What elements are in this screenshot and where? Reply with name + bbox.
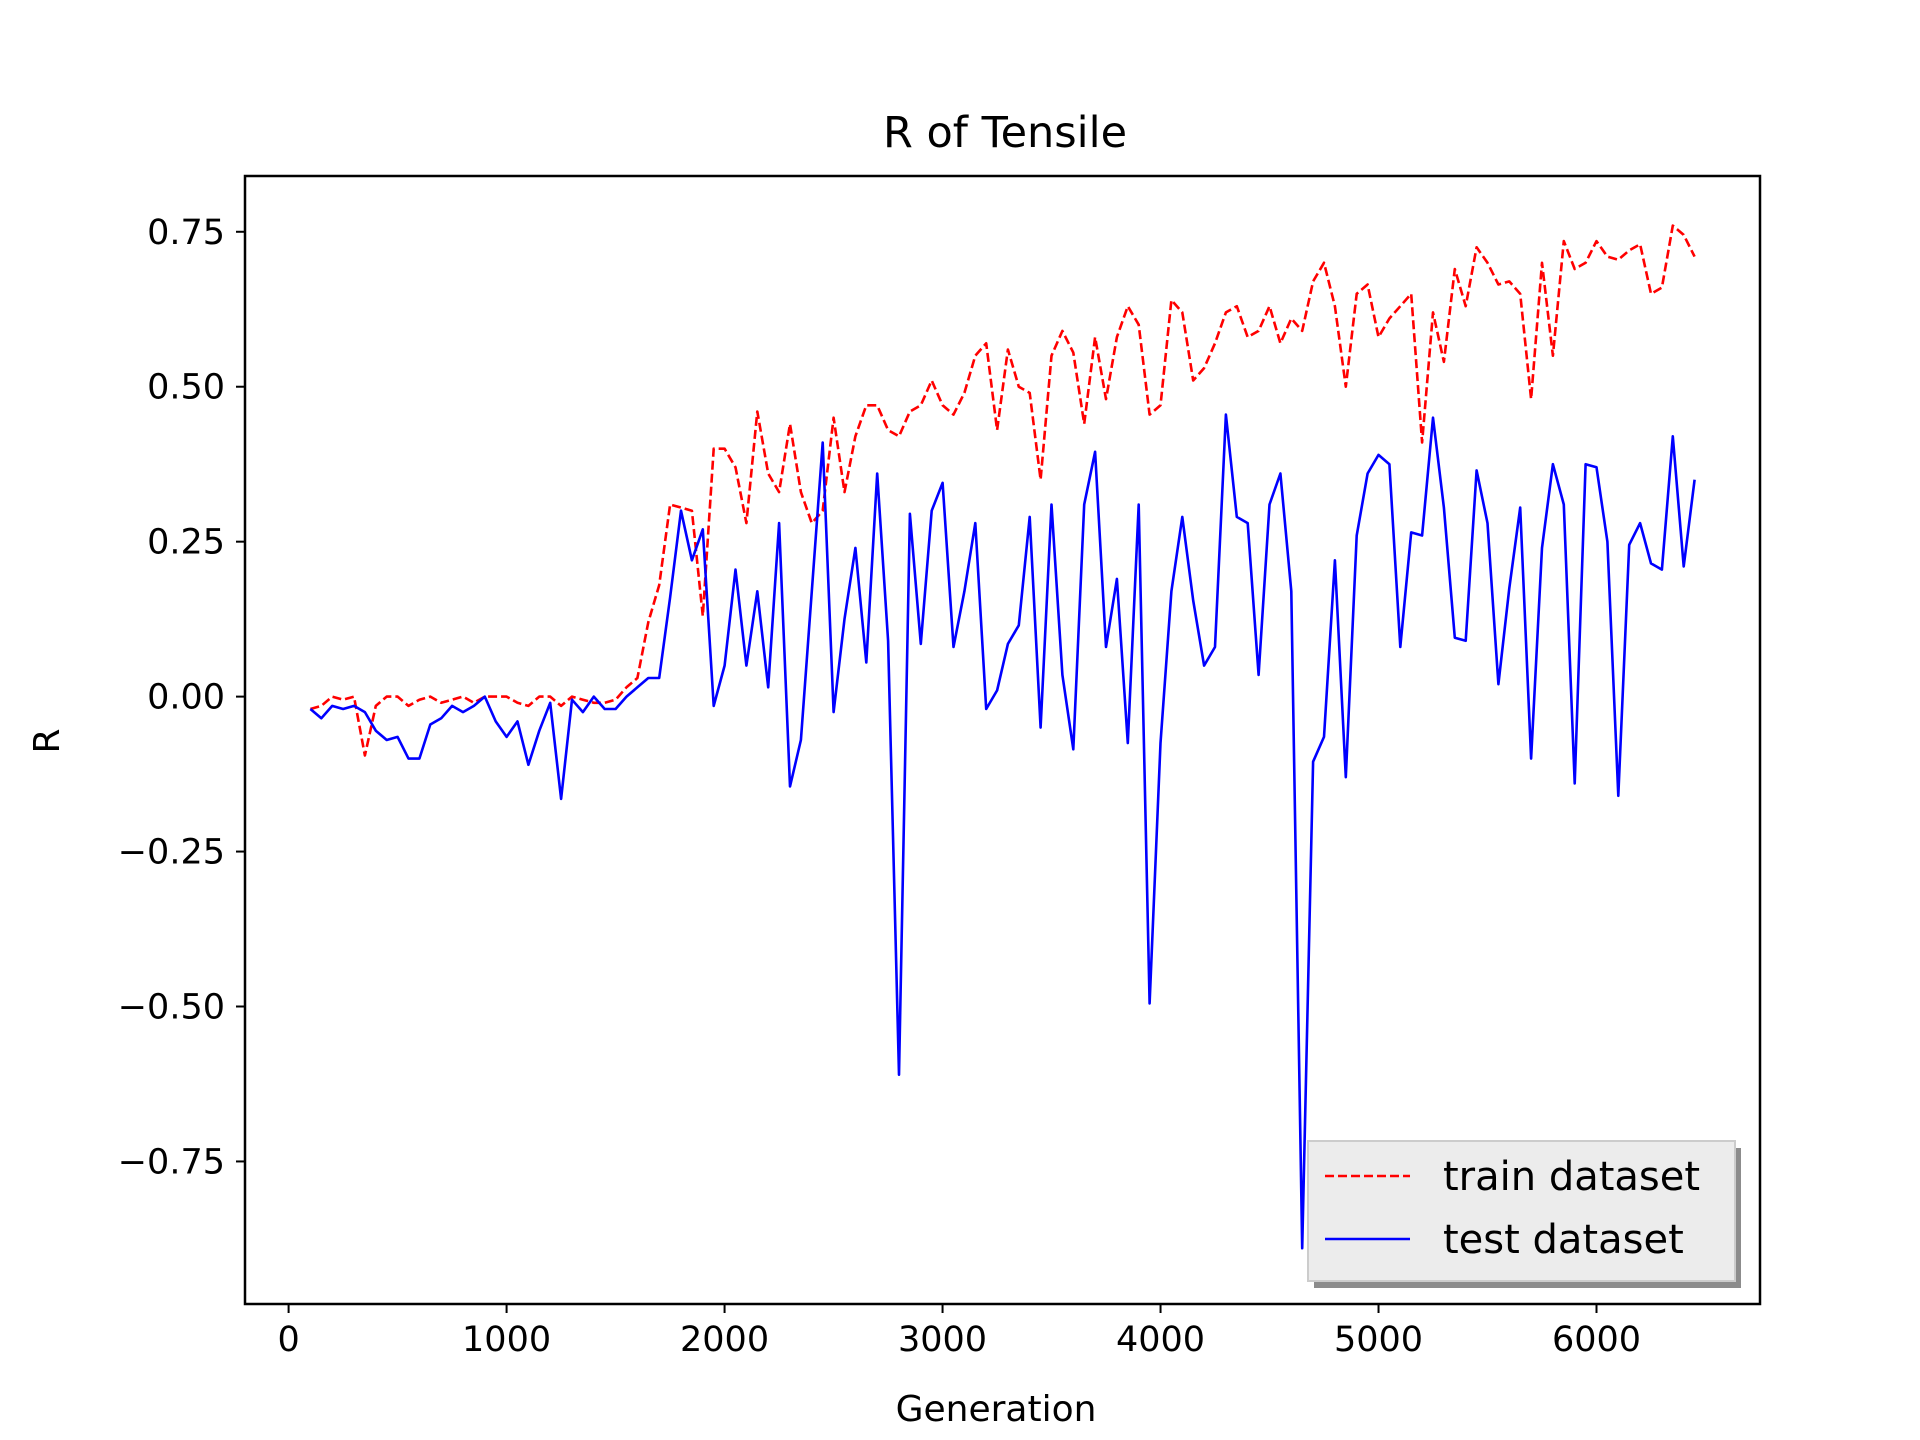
legend-label-test: test dataset bbox=[1443, 1217, 1684, 1263]
y-tick-label: −0.75 bbox=[118, 1142, 225, 1182]
series-line-test bbox=[309, 413, 1696, 1250]
y-tick-label: 0.75 bbox=[147, 213, 225, 253]
x-tick-label: 3000 bbox=[898, 1320, 987, 1360]
x-axis-title: Generation bbox=[896, 1389, 1097, 1430]
legend-box bbox=[1307, 1140, 1736, 1282]
x-tick-label: 6000 bbox=[1552, 1320, 1641, 1360]
y-axis: 0.75 0.50 0.25 0.00 −0.25 −0.50 −0.75 bbox=[118, 213, 245, 1182]
x-tick-label: 2000 bbox=[680, 1320, 769, 1360]
x-tick-label: 1000 bbox=[462, 1320, 551, 1360]
legend: train dataset test dataset bbox=[1307, 1140, 1741, 1288]
series-line-train bbox=[310, 224, 1696, 757]
legend-label-train: train dataset bbox=[1443, 1154, 1700, 1200]
chart-title: R of Tensile bbox=[883, 108, 1127, 158]
x-tick-label: 5000 bbox=[1334, 1320, 1423, 1360]
x-axis: 0 1000 2000 3000 4000 5000 6000 bbox=[277, 1304, 1641, 1360]
y-axis-title: R bbox=[27, 728, 68, 753]
y-tick-label: −0.50 bbox=[118, 988, 225, 1028]
y-tick-label: −0.25 bbox=[118, 833, 225, 873]
x-tick-label: 0 bbox=[277, 1320, 299, 1360]
x-tick-label: 4000 bbox=[1116, 1320, 1205, 1360]
plot-frame bbox=[243, 174, 1762, 1306]
y-tick-label: 0.50 bbox=[147, 368, 225, 408]
y-tick-label: 0.00 bbox=[147, 678, 225, 718]
series-layer bbox=[309, 224, 1696, 1250]
y-tick-label: 0.25 bbox=[147, 523, 225, 563]
